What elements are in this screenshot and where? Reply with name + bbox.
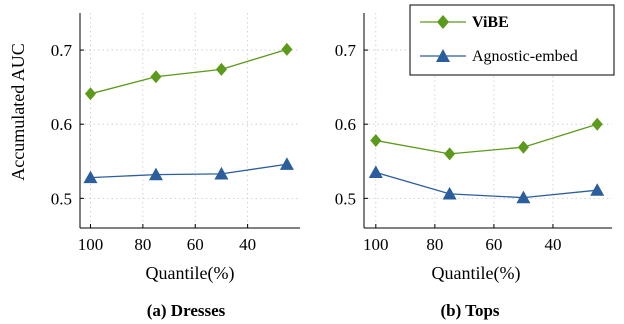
data-point-vibe (591, 117, 603, 131)
x-axis-title: Quantile(%) (432, 263, 521, 284)
data-point-agnostic-embed (516, 190, 531, 204)
x-tick-label: 100 (78, 235, 104, 254)
legend-label-agnostic: Agnostic-embed (472, 48, 578, 65)
y-tick-label: 0.7 (335, 41, 357, 60)
legend-item-vibe: ViBE (420, 14, 509, 31)
data-point-vibe (370, 134, 382, 148)
data-point-agnostic-embed (368, 165, 383, 178)
panel-caption: (b) Tops (440, 301, 499, 320)
data-point-vibe (444, 147, 456, 161)
series-line-vibe (375, 123, 598, 155)
data-point-agnostic-embed (279, 157, 294, 170)
series-vibe (84, 42, 293, 101)
legend-label-vibe: ViBE (472, 14, 509, 31)
series-line-vibe (90, 48, 288, 95)
series-vibe (370, 117, 603, 161)
panel-caption: (a) Dresses (147, 301, 226, 320)
x-tick-label: 80 (134, 235, 151, 254)
series-agnostic-embed (368, 165, 605, 204)
series-layer (83, 42, 294, 184)
data-point-vibe (150, 70, 162, 84)
y-tick-label: 0.6 (51, 115, 72, 134)
diamond-marker-icon (437, 15, 449, 29)
legend-item-agnostic: Agnostic-embed (420, 48, 578, 65)
panel-tops: 0.5 0.6 0.7 100 80 60 40 Quantile(%) (b) Tops… (335, 4, 615, 320)
series-layer (368, 117, 605, 204)
y-tick-label: 0.7 (51, 41, 73, 60)
data-point-agnostic-embed (214, 166, 229, 180)
panel-dresses: Accumulated AUC 0.5 0.6 0.7 100 80 60 40 Quan… (8, 13, 300, 320)
y-tick-label: 0.5 (51, 189, 72, 208)
triangle-marker-icon (436, 49, 450, 62)
legend: ViBE Agnostic-embed (409, 4, 615, 76)
data-point-agnostic-embed (148, 167, 163, 181)
data-point-agnostic-embed (442, 186, 457, 200)
y-tick-label: 0.5 (335, 189, 356, 208)
data-point-vibe (517, 140, 529, 154)
x-tick-label: 80 (426, 235, 443, 254)
series-agnostic-embed (83, 157, 294, 184)
y-ticks: 0.5 0.6 0.7 (51, 41, 73, 208)
x-tick-label: 60 (187, 235, 204, 254)
y-axis-title: Accumulated AUC (8, 43, 28, 180)
y-tick-label: 0.6 (335, 115, 356, 134)
data-point-vibe (215, 62, 227, 76)
data-point-agnostic-embed (590, 183, 605, 196)
data-point-vibe (84, 87, 97, 101)
series-line-agnostic-embed (375, 171, 598, 199)
y-ticks: 0.5 0.6 0.7 (335, 41, 357, 208)
series-line-agnostic-embed (90, 163, 287, 179)
data-point-vibe (281, 42, 293, 56)
x-ticks: 100 80 60 40 (363, 235, 561, 254)
x-ticks: 100 80 60 40 (78, 235, 256, 254)
x-axis-title: Quantile(%) (146, 263, 235, 284)
x-tick-label: 40 (544, 235, 561, 254)
x-tick-label: 100 (363, 235, 389, 254)
x-tick-label: 40 (239, 235, 256, 254)
grid (80, 13, 300, 228)
grid (364, 13, 612, 228)
axes (79, 13, 300, 229)
x-tick-label: 60 (485, 235, 502, 254)
data-point-agnostic-embed (83, 170, 98, 184)
axes (363, 13, 612, 229)
